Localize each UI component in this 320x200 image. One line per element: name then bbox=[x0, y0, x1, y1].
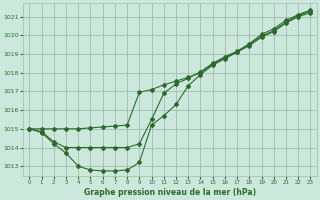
X-axis label: Graphe pression niveau de la mer (hPa): Graphe pression niveau de la mer (hPa) bbox=[84, 188, 256, 197]
